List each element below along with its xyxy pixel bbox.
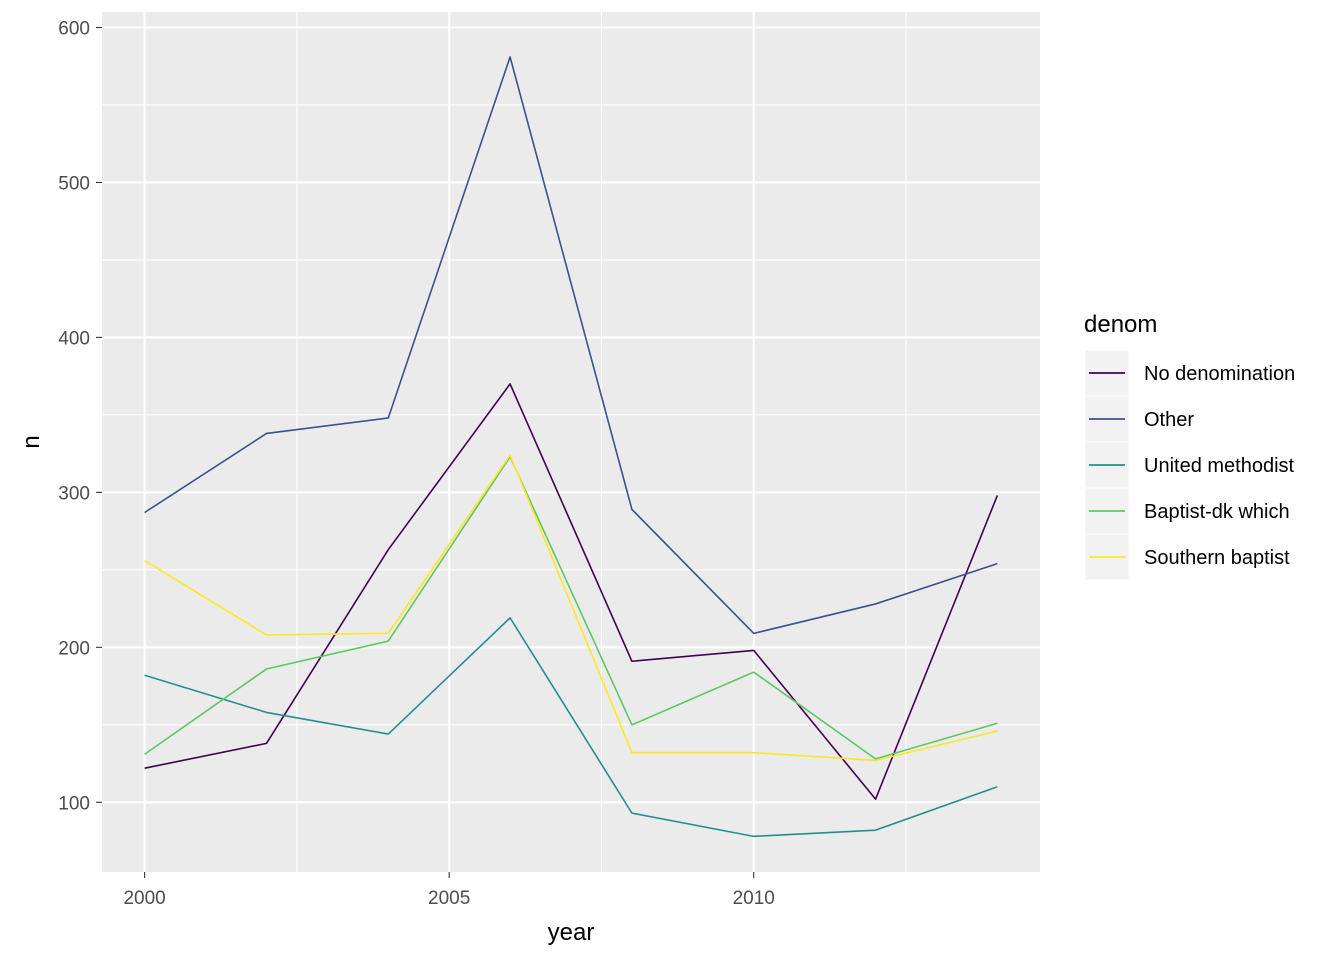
major-gridlines — [102, 12, 1040, 872]
y-tick-label: 400 — [58, 328, 90, 349]
legend-label: No denomination — [1144, 363, 1295, 385]
legend-label: United methodist — [1144, 455, 1295, 477]
minor-gridlines — [102, 12, 1040, 872]
series-line-1 — [144, 383, 999, 800]
y-tick-label: 600 — [58, 18, 90, 39]
legend-item: No denomination — [1084, 349, 1295, 397]
y-tick-label: 200 — [58, 638, 90, 659]
y-tick-label: 100 — [58, 793, 90, 814]
plot-panel — [102, 12, 1040, 872]
x-tick-label: 2000 — [123, 888, 165, 909]
legend-label: Baptist-dk which — [1144, 501, 1290, 523]
legend-title: denom — [1084, 311, 1157, 338]
series-line-3 — [144, 617, 998, 838]
legend-label: Southern baptist — [1144, 547, 1290, 569]
x-tick-label: 2005 — [428, 888, 470, 909]
legend: denom No denomination Other United methodi… — [1084, 311, 1295, 581]
legend-label: Other — [1144, 409, 1194, 431]
series-line-2 — [144, 56, 998, 635]
y-tick-label: 500 — [58, 173, 90, 194]
series-line-5 — [144, 454, 998, 762]
y-axis-title: n — [18, 435, 45, 448]
legend-items: No denomination Other United methodist Bapt… — [1084, 349, 1295, 581]
legend-item: Other — [1084, 395, 1194, 443]
legend-item: Southern baptist — [1084, 533, 1290, 581]
series-lines — [144, 56, 999, 838]
x-tick-label: 2010 — [733, 888, 775, 909]
x-axis-title: year — [548, 919, 595, 946]
y-axis: 100 200 300 400 500 600 — [58, 18, 102, 814]
y-tick-label: 300 — [58, 483, 90, 504]
x-axis: 2000 2005 2010 — [123, 872, 775, 909]
series-line-4 — [144, 455, 998, 760]
legend-item: Baptist-dk which — [1084, 487, 1290, 535]
legend-item: United methodist — [1084, 441, 1295, 489]
